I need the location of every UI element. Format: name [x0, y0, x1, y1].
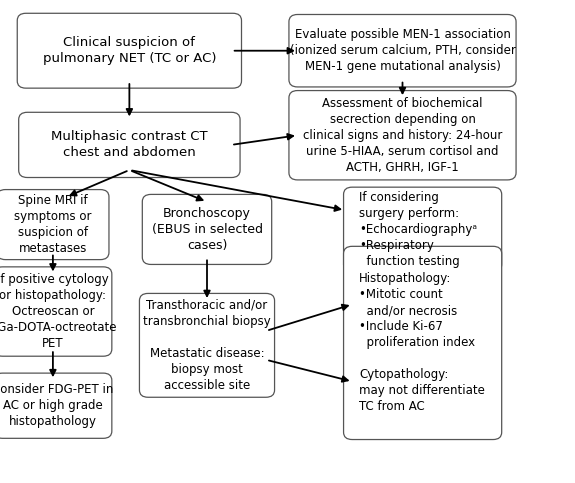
FancyBboxPatch shape: [289, 14, 516, 87]
Text: If considering
surgery perform:
•Echocardiographyᵃ
•Respiratory
  function testi: If considering surgery perform: •Echocar…: [359, 191, 477, 268]
Text: If positive cytology
or histopathology:
Octreoscan or
⁶⁸Ga-DOTA-octreotate
PET: If positive cytology or histopathology: …: [0, 273, 117, 350]
Text: Transthoracic and/or
transbronchial biopsy

Metastatic disease:
biopsy most
acce: Transthoracic and/or transbronchial biop…: [143, 299, 271, 392]
Text: Assessment of biochemical
secrection depending on
clinical signs and history: 24: Assessment of biochemical secrection dep…: [303, 97, 502, 174]
Text: Spine MRI if
symptoms or
suspicion of
metastases: Spine MRI if symptoms or suspicion of me…: [14, 194, 91, 255]
FancyBboxPatch shape: [344, 187, 502, 271]
FancyBboxPatch shape: [19, 112, 240, 177]
Text: Consider FDG-PET in
AC or high grade
histopathology: Consider FDG-PET in AC or high grade his…: [0, 383, 114, 428]
FancyBboxPatch shape: [140, 293, 275, 397]
FancyBboxPatch shape: [142, 194, 271, 264]
Text: Multiphasic contrast CT
chest and abdomen: Multiphasic contrast CT chest and abdome…: [51, 130, 208, 159]
Text: Evaluate possible MEN-1 association
(ionized serum calcium, PTH, consider
MEN-1 : Evaluate possible MEN-1 association (ion…: [290, 28, 515, 73]
Text: Histopathology:
•Mitotic count
  and/or necrosis
•Include Ki-67
  proliferation : Histopathology: •Mitotic count and/or ne…: [359, 272, 485, 413]
FancyBboxPatch shape: [0, 373, 112, 439]
Text: Bronchoscopy
(EBUS in selected
cases): Bronchoscopy (EBUS in selected cases): [151, 207, 263, 252]
FancyBboxPatch shape: [344, 246, 502, 440]
FancyBboxPatch shape: [0, 189, 109, 259]
Text: Clinical suspicion of
pulmonary NET (TC or AC): Clinical suspicion of pulmonary NET (TC …: [43, 36, 216, 65]
FancyBboxPatch shape: [289, 90, 516, 180]
FancyBboxPatch shape: [17, 13, 242, 88]
FancyBboxPatch shape: [0, 267, 112, 356]
